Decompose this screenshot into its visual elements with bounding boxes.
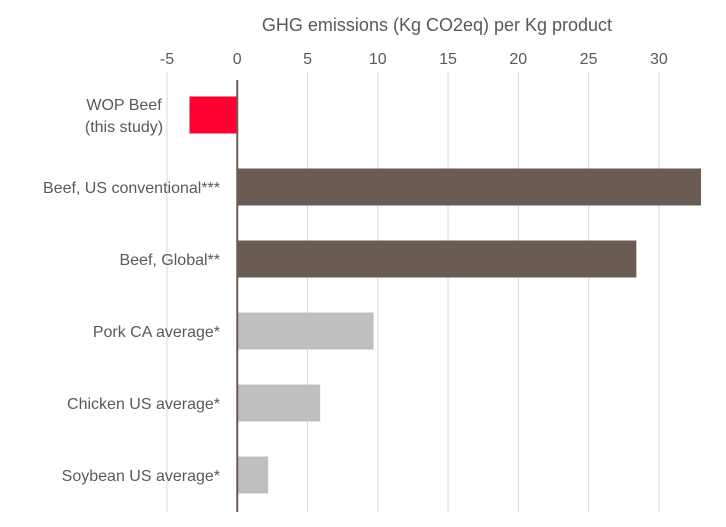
category-labels: WOP Beef (this study) Beef, US conventiona… xyxy=(43,97,220,485)
x-tick-label: 25 xyxy=(580,51,598,68)
bar xyxy=(237,168,701,206)
bar xyxy=(237,312,374,350)
category-label: Pork CA average* xyxy=(93,324,220,341)
bar xyxy=(237,384,321,422)
bar xyxy=(237,240,637,278)
tick-labels: -5 0 5 10 15 20 25 30 xyxy=(160,51,668,68)
bar xyxy=(189,96,238,134)
category-label-line: Pork CA average* xyxy=(93,324,220,341)
category-label: Soybean US average* xyxy=(62,468,220,485)
x-tick-label: 0 xyxy=(233,51,242,68)
category-label-line: (this study) xyxy=(85,119,163,136)
x-tick-label: -5 xyxy=(160,51,174,68)
x-tick-label: 5 xyxy=(303,51,312,68)
x-tick-label: 10 xyxy=(369,51,387,68)
category-label: Beef, US conventional*** xyxy=(43,180,220,197)
category-label-line: Beef, US conventional*** xyxy=(43,180,220,197)
x-tick-label: 20 xyxy=(509,51,527,68)
bars xyxy=(189,96,701,494)
x-axis-title: GHG emissions (Kg CO2eq) per Kg product xyxy=(262,15,612,35)
category-label-line: WOP Beef xyxy=(86,97,162,114)
category-label: Beef, Global** xyxy=(119,252,220,269)
x-tick-label: 15 xyxy=(439,51,457,68)
x-tick-label: 30 xyxy=(650,51,668,68)
category-label-line: Beef, Global** xyxy=(119,252,220,269)
category-label-line: Soybean US average* xyxy=(62,468,220,485)
gridlines xyxy=(166,72,660,512)
category-label: WOP Beef (this study) xyxy=(85,97,163,136)
bar xyxy=(237,456,269,494)
category-label: Chicken US average* xyxy=(67,396,220,413)
category-label-line: Chicken US average* xyxy=(67,396,220,413)
